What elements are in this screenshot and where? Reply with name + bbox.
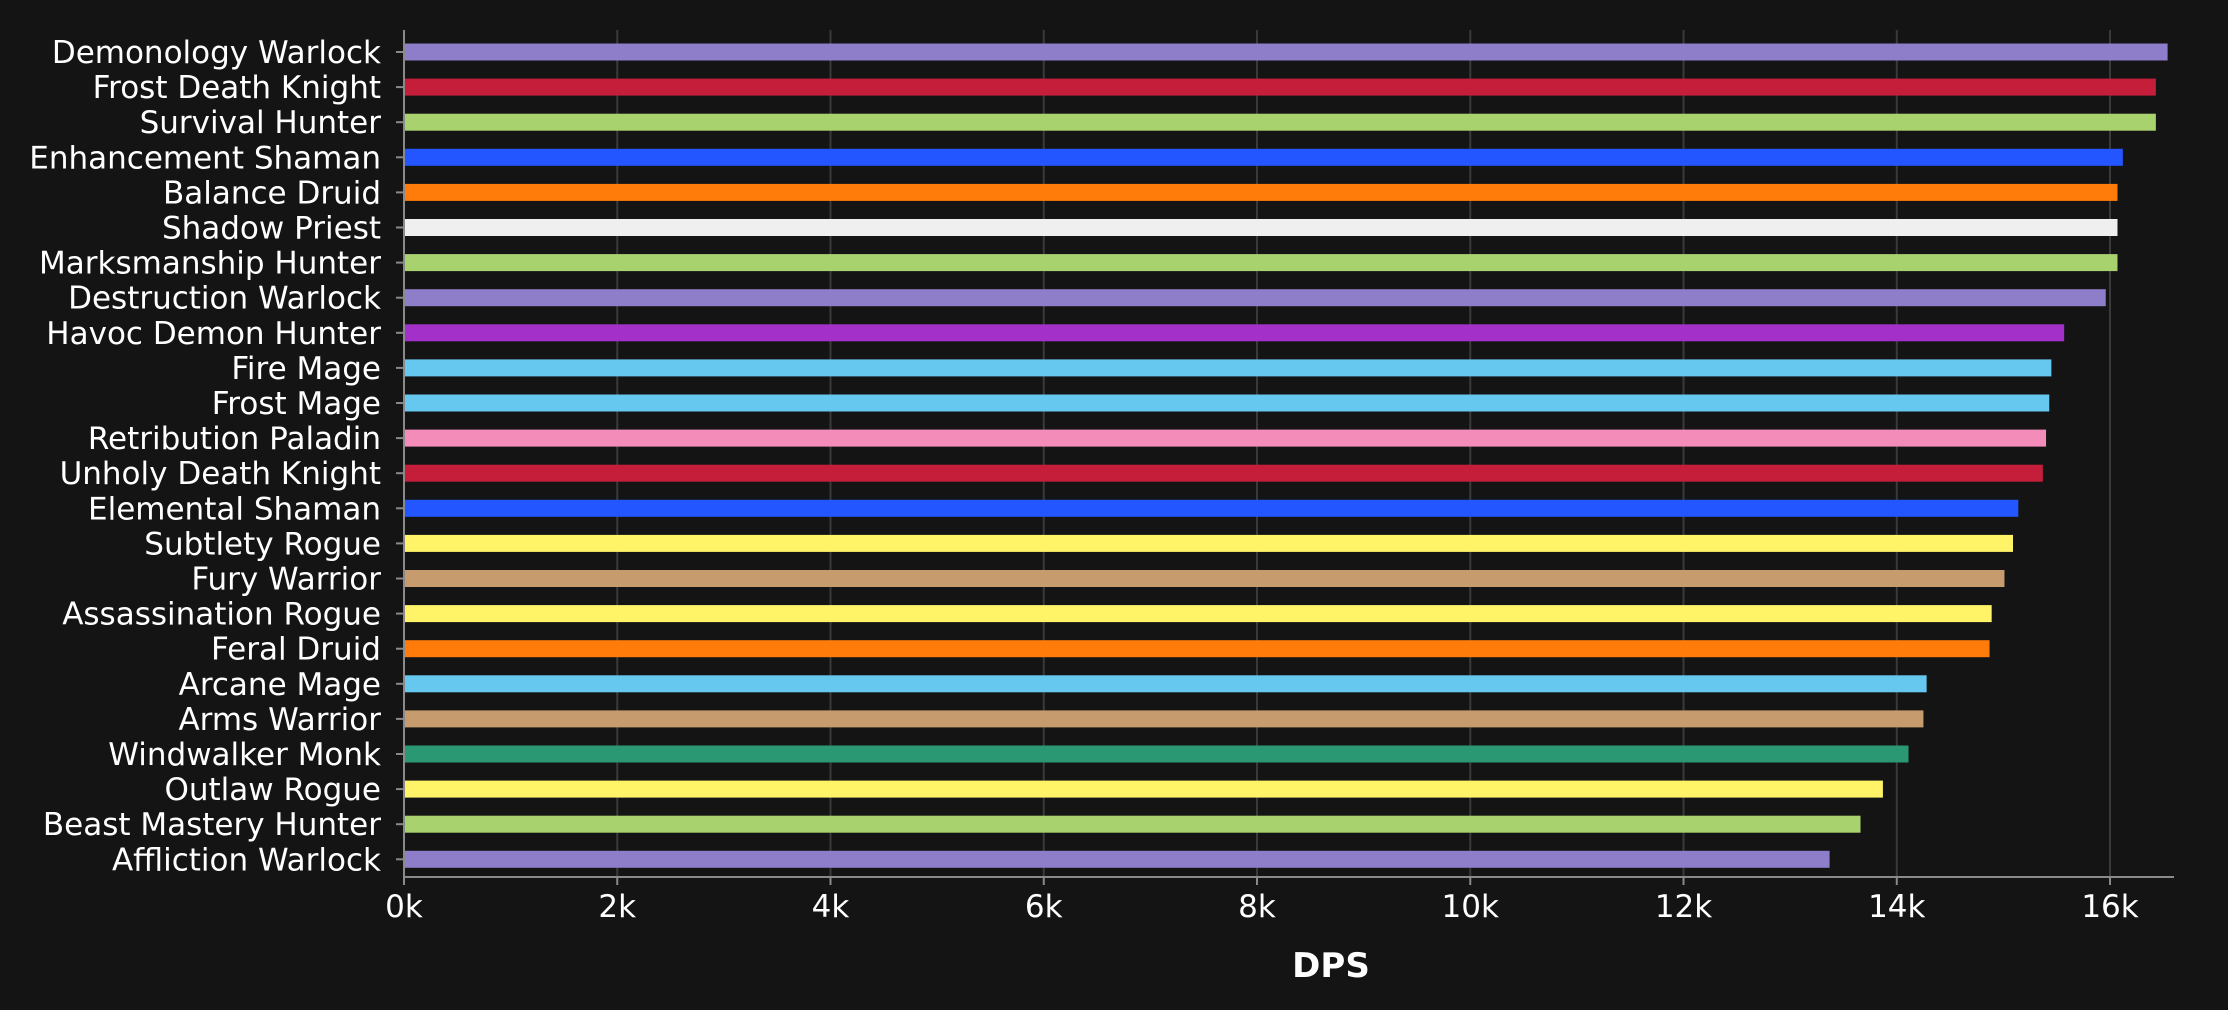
category-label: Affliction Warlock (112, 842, 381, 878)
category-label: Feral Druid (211, 632, 381, 668)
x-tick-label: 10k (1442, 889, 1499, 925)
category-label: Marksmanship Hunter (39, 246, 381, 282)
bar (404, 43, 2168, 61)
x-tick-label: 14k (1868, 889, 1925, 925)
bar (404, 148, 2123, 166)
bar (404, 289, 2106, 307)
category-label: Outlaw Rogue (164, 772, 381, 808)
x-tick-label: 8k (1238, 889, 1276, 925)
bar (404, 464, 2043, 482)
bar (404, 394, 2050, 412)
bar (404, 710, 1924, 728)
category-label: Assassination Rogue (62, 597, 381, 633)
bar (404, 324, 2065, 342)
category-label: Subtlety Rogue (144, 526, 381, 562)
category-label: Destruction Warlock (68, 281, 381, 317)
bar (404, 745, 1909, 763)
bar (404, 780, 1883, 798)
category-label: Arms Warrior (178, 702, 381, 738)
axes (396, 30, 2174, 885)
category-label: Shadow Priest (162, 211, 381, 247)
bar (404, 219, 2118, 236)
bar (404, 499, 2019, 517)
bar (404, 605, 1992, 623)
category-label: Beast Mastery Hunter (43, 807, 381, 843)
category-label: Survival Hunter (140, 105, 382, 141)
category-label: Retribution Paladin (88, 421, 381, 457)
category-label: Fury Warrior (191, 562, 381, 598)
category-label: Frost Death Knight (93, 70, 381, 106)
category-label: Frost Mage (212, 386, 381, 422)
category-label: Havoc Demon Hunter (46, 316, 381, 352)
x-tick-label: 16k (2081, 889, 2138, 925)
bar (404, 815, 1861, 833)
x-tick-label: 12k (1655, 889, 1712, 925)
category-label: Windwalker Monk (108, 737, 381, 773)
category-label: Balance Druid (163, 175, 381, 211)
category-label: Demonology Warlock (52, 35, 381, 71)
category-label: Arcane Mage (179, 667, 381, 703)
bar (404, 675, 1927, 693)
bar (404, 429, 2047, 447)
bar (404, 534, 2013, 552)
x-tick-labels: 0k 2k 4k 6k 8k 10k 12k 14k 16k (385, 889, 2139, 925)
x-tick-label: 0k (385, 889, 423, 925)
x-tick-label: 6k (1025, 889, 1063, 925)
bar (404, 78, 2156, 96)
x-axis-title: DPS (1292, 946, 1370, 986)
bar (404, 850, 1830, 868)
bar (404, 113, 2156, 131)
category-label: Unholy Death Knight (60, 456, 381, 492)
gridlines (616, 30, 2112, 877)
bar (404, 570, 2005, 587)
bar (404, 359, 2052, 377)
x-tick-label: 2k (598, 889, 636, 925)
category-label: Elemental Shaman (88, 491, 381, 527)
bar (404, 183, 2118, 201)
bars (404, 43, 2168, 868)
category-label: Fire Mage (231, 351, 381, 387)
bar (404, 640, 1990, 658)
x-tick-label: 4k (812, 889, 850, 925)
bar (404, 254, 2118, 272)
category-label: Enhancement Shaman (29, 140, 381, 176)
